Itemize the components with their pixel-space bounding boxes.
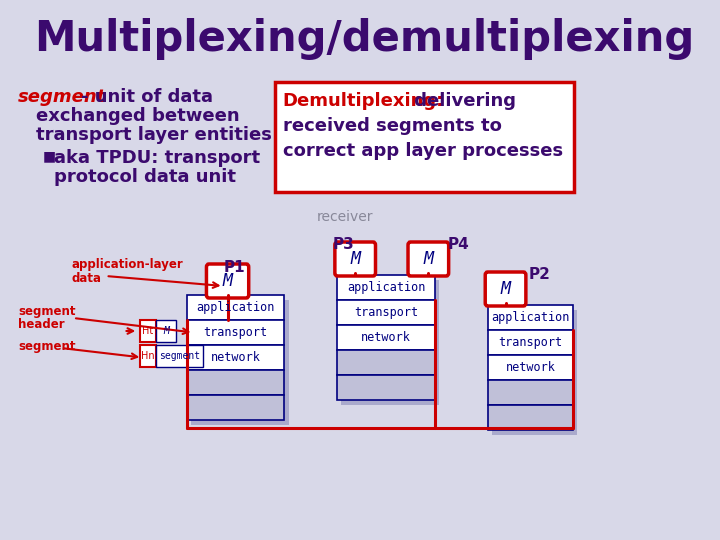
Text: P1: P1 [223, 260, 245, 275]
Bar [487, 305, 573, 330]
Text: ■: ■ [42, 149, 55, 163]
Bar [187, 395, 284, 420]
Text: receiver: receiver [317, 210, 374, 224]
Text: application: application [491, 311, 570, 324]
Text: Demultiplexing:: Demultiplexing: [283, 92, 444, 110]
Bar [337, 300, 435, 325]
Bar [341, 280, 439, 405]
FancyBboxPatch shape [408, 242, 449, 276]
Bar [187, 370, 284, 395]
Text: segment: segment [18, 88, 107, 106]
Text: network: network [505, 361, 555, 374]
Bar [487, 330, 573, 355]
Text: Hn: Hn [141, 351, 155, 361]
Text: M: M [423, 250, 433, 268]
Text: data: data [71, 272, 102, 285]
Bar [187, 295, 284, 320]
Text: aka TPDU: transport: aka TPDU: transport [54, 149, 260, 167]
Text: application: application [347, 281, 426, 294]
FancyBboxPatch shape [335, 242, 376, 276]
Bar [140, 320, 156, 342]
Bar [487, 405, 573, 430]
Text: application: application [197, 301, 275, 314]
Text: header: header [18, 318, 65, 331]
Text: P2: P2 [528, 267, 550, 282]
Text: correct app layer processes: correct app layer processes [283, 142, 563, 160]
Text: transport layer entities: transport layer entities [36, 126, 271, 144]
Bar [156, 345, 203, 367]
Text: received segments to: received segments to [283, 117, 502, 135]
Bar [187, 320, 284, 345]
FancyBboxPatch shape [485, 272, 526, 306]
Text: - unit of data: - unit of data [81, 88, 213, 106]
Text: exchanged between: exchanged between [36, 107, 239, 125]
FancyBboxPatch shape [207, 264, 248, 298]
Bar [337, 350, 435, 375]
Text: segment: segment [159, 351, 200, 361]
Text: application-layer: application-layer [71, 258, 184, 271]
Bar [275, 82, 574, 192]
Bar [187, 345, 284, 370]
Bar [140, 345, 156, 367]
Text: transport: transport [204, 326, 268, 339]
Text: transport: transport [354, 306, 418, 319]
Text: M: M [350, 250, 360, 268]
Text: protocol data unit: protocol data unit [54, 168, 235, 186]
Bar [492, 310, 577, 435]
Text: M: M [500, 280, 510, 298]
Bar [487, 380, 573, 405]
Text: Ht: Ht [143, 326, 153, 336]
Bar [191, 300, 289, 425]
Text: segment: segment [18, 305, 76, 318]
Bar [156, 320, 176, 342]
Text: network: network [211, 351, 261, 364]
Text: Multiplexing/demultiplexing: Multiplexing/demultiplexing [34, 18, 694, 60]
Text: P4: P4 [448, 237, 469, 252]
Bar [337, 275, 435, 300]
Bar [337, 325, 435, 350]
Bar [337, 375, 435, 400]
Text: M: M [222, 272, 233, 290]
Text: segment: segment [18, 340, 76, 353]
Text: M: M [163, 326, 169, 336]
Text: delivering: delivering [283, 92, 516, 110]
Text: P3: P3 [333, 237, 354, 252]
Text: transport: transport [498, 336, 562, 349]
Text: network: network [361, 331, 411, 344]
Bar [487, 355, 573, 380]
